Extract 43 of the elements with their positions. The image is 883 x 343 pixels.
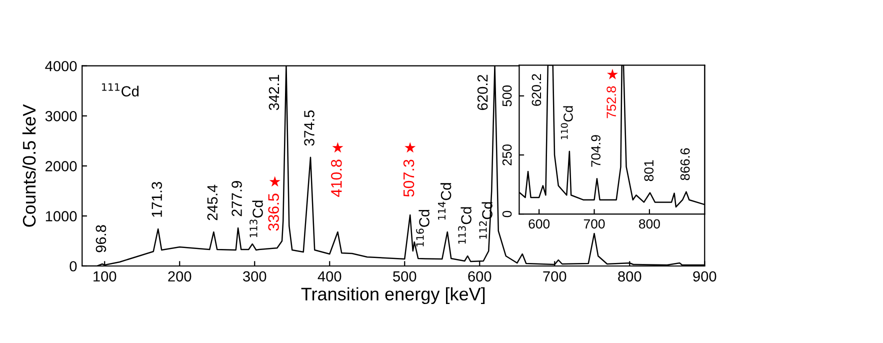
x-tick-label: 100 (94, 271, 116, 282)
annotation: 866.6 (680, 148, 690, 180)
y-tick-label: 1000 (46, 211, 77, 222)
annotation: 277.9 (232, 181, 242, 216)
x-tick-label: 900 (693, 271, 716, 282)
x-tick-label: 400 (318, 271, 342, 282)
y-tick-label: 4000 (45, 60, 77, 72)
x-tick-label: 600 (528, 219, 550, 229)
annotation: 374.5 (304, 110, 314, 146)
annotation: 620.2 (532, 74, 542, 106)
annotation: $^{111}$Cd (102, 83, 139, 96)
annotation: 171.3 (152, 182, 162, 217)
y-tick-label: 2000 (46, 161, 77, 172)
y-tick-label: 0 (502, 210, 512, 218)
annotation: 96.8 (96, 225, 106, 252)
x-tick-label: 700 (584, 219, 605, 229)
annotation: $^{113}$Cd (250, 200, 263, 238)
x-axis-title: Transition energy [keV] (301, 287, 485, 304)
annotation: $^{114}$Cd (438, 183, 452, 220)
text: 336.5 (268, 194, 279, 231)
annotation: $^{110}$Cd (560, 106, 573, 140)
annotation: 245.4 (207, 184, 218, 220)
annotation: 620.2 (477, 74, 488, 110)
annotation: $^{113}$Cd (458, 207, 472, 244)
x-tick-label: 300 (243, 271, 266, 282)
x-tick-label: 600 (468, 271, 492, 282)
text: 507.3 (403, 160, 414, 197)
x-tick-label: 700 (543, 271, 566, 282)
annotation: 342.1 (268, 74, 280, 110)
x-tick-label: 800 (639, 219, 660, 229)
text: 410.8 (331, 160, 342, 197)
annotation: 704.9 (591, 135, 601, 167)
y-tick-label: 0 (70, 261, 77, 272)
y-tick-label: 3000 (45, 110, 77, 122)
y-axis-title: Counts/0.5 keV (22, 104, 36, 227)
x-tick-label: 500 (393, 271, 416, 282)
x-tick-label: 200 (168, 271, 192, 282)
y-tick-label: 500 (502, 85, 512, 106)
x-tick-label: 800 (618, 271, 642, 282)
y-tick-label: 250 (502, 144, 512, 166)
text: 752.8 (606, 86, 616, 118)
annotation: 801 (644, 160, 654, 182)
annotation: $^{116}$Cd (416, 210, 430, 246)
